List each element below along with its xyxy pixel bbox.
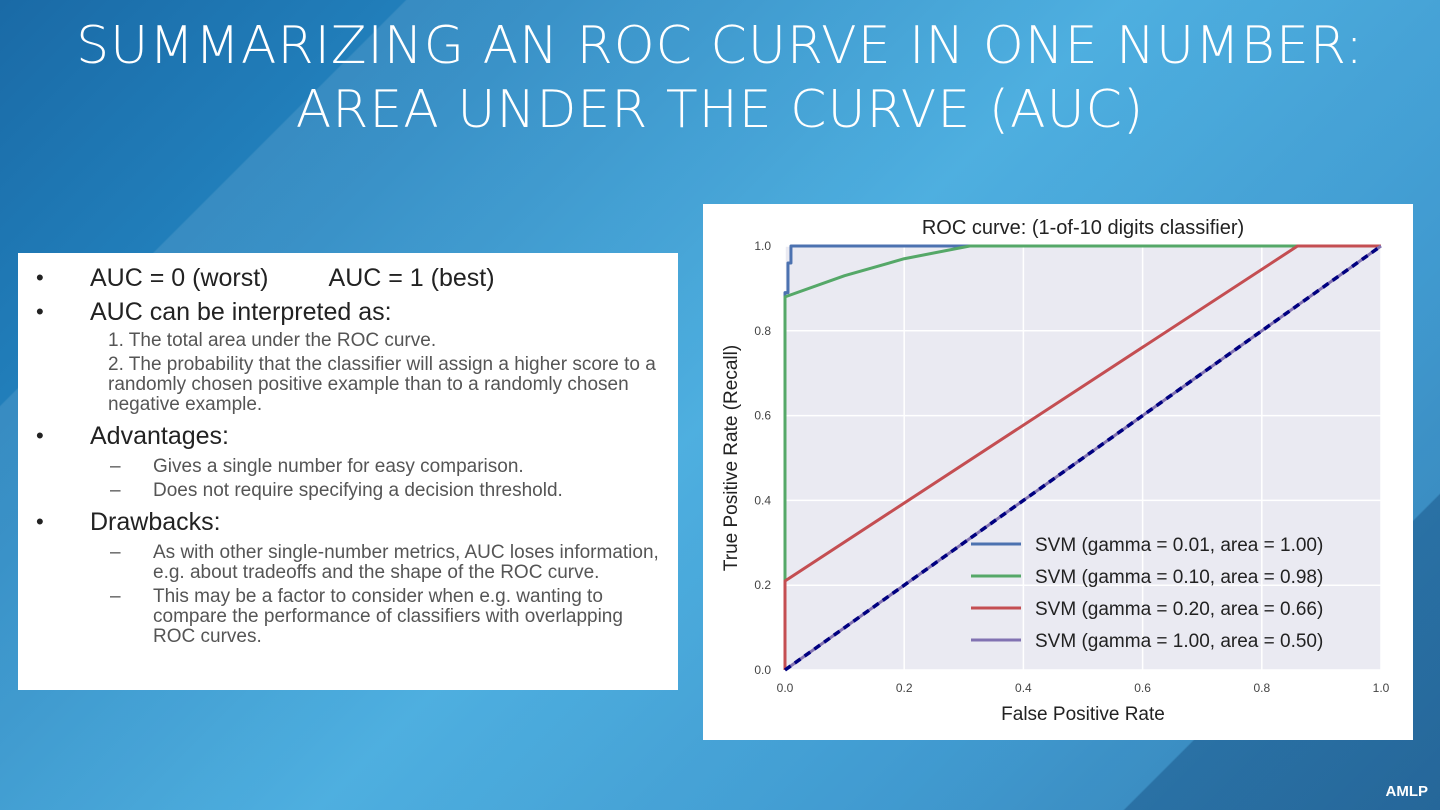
drawback-text-2: This may be a factor to consider when e.…: [153, 586, 623, 647]
dash-marker: –: [110, 480, 121, 501]
bullet-dot: •: [36, 299, 44, 324]
series-line-2: [783, 244, 1381, 670]
drawback-item-1: – As with other single-number metrics, A…: [18, 543, 678, 583]
bullet-dot: •: [36, 509, 44, 534]
auc-text-panel: • AUC = 0 (worst) AUC = 1 (best) • AUC ca…: [18, 253, 678, 690]
y-axis-label: True Positive Rate (Recall): [721, 345, 742, 571]
footer-label: AMLP: [1385, 783, 1429, 800]
roc-chart: 0.0 0.2 0.4 0.6 0.8 1.0 0.0 0.2 0.4 0.6 0.8 1.0 SVM…: [721, 217, 1390, 725]
legend-label: SVM (gamma = 0.01, area = 1.00): [1035, 535, 1323, 556]
legend-label: SVM (gamma = 0.20, area = 0.66): [1035, 599, 1323, 620]
slide-title: SUMMARIZING AN ROC CURVE IN ONE NUMBER: …: [0, 14, 1440, 142]
x-tick-label: 1.0: [1373, 681, 1390, 695]
series-line-3: [783, 244, 1381, 670]
advantage-text-2: Does not require specifying a decision t…: [153, 480, 563, 501]
interpreted-heading: AUC can be interpreted as:: [90, 298, 392, 326]
bullet-interpreted: • AUC can be interpreted as:: [18, 295, 678, 329]
dash-marker: –: [110, 542, 121, 563]
tick-labels: 0.0 0.2 0.4 0.6 0.8 1.0 0.0 0.2 0.4 0.6 0.8 1.0: [754, 239, 1389, 695]
title-line-1: SUMMARIZING AN ROC CURVE IN ONE NUMBER:: [76, 16, 1364, 76]
y-tick-label: 0.4: [754, 493, 771, 507]
advantage-item-1: – Gives a single number for easy compari…: [18, 457, 678, 477]
y-tick-label: 0.0: [754, 663, 771, 677]
advantage-text-1: Gives a single number for easy compariso…: [153, 456, 524, 477]
drawbacks-heading: Drawbacks:: [90, 508, 221, 536]
bullet-dot: •: [36, 265, 44, 290]
legend-label: SVM (gamma = 1.00, area = 0.50): [1035, 631, 1323, 652]
x-axis-label: False Positive Rate: [1001, 704, 1165, 725]
grid-lines: [784, 245, 1382, 671]
bullet-auc-range: • AUC = 0 (worst) AUC = 1 (best): [18, 261, 678, 295]
bullet-dot: •: [36, 423, 44, 448]
advantages-heading: Advantages:: [90, 422, 229, 450]
bullet-drawbacks: • Drawbacks:: [18, 505, 678, 539]
y-tick-label: 1.0: [754, 239, 771, 253]
auc-worst-text: AUC = 0 (worst): [90, 264, 269, 292]
auc-best-text: AUC = 1 (best): [328, 264, 495, 292]
x-tick-label: 0.6: [1134, 681, 1151, 695]
y-tick-label: 0.6: [754, 409, 771, 423]
series-line-5: [783, 244, 1383, 672]
advantage-item-2: – Does not require specifying a decision…: [18, 481, 678, 501]
interp-item-1: 1. The total area under the ROC curve.: [108, 330, 437, 351]
interp-item-2: 2. The probability that the classifier w…: [108, 354, 656, 415]
roc-chart-panel: 0.0 0.2 0.4 0.6 0.8 1.0 0.0 0.2 0.4 0.6 0.8 1.0 SVM…: [703, 204, 1413, 740]
legend-label: SVM (gamma = 0.10, area = 0.98): [1035, 567, 1323, 588]
y-tick-label: 0.2: [754, 578, 771, 592]
series-line-1: [783, 244, 1381, 670]
title-line-2: AREA UNDER THE CURVE (AUC): [295, 80, 1145, 140]
x-tick-label: 0.0: [777, 681, 794, 695]
legend: SVM (gamma = 0.01, area = 1.00) SVM (gamm…: [971, 535, 1323, 652]
x-tick-label: 0.8: [1253, 681, 1270, 695]
bullet-advantages: • Advantages:: [18, 419, 678, 453]
x-tick-label: 0.2: [896, 681, 913, 695]
dash-marker: –: [110, 456, 121, 477]
dash-marker: –: [110, 586, 121, 607]
drawback-item-2: – This may be a factor to consider when …: [18, 587, 678, 647]
x-tick-label: 0.4: [1015, 681, 1032, 695]
chart-title: ROC curve: (1-of-10 digits classifier): [922, 217, 1244, 239]
y-tick-label: 0.8: [754, 324, 771, 338]
drawback-text-1: As with other single-number metrics, AUC…: [153, 542, 659, 583]
series-lines: [783, 244, 1383, 672]
